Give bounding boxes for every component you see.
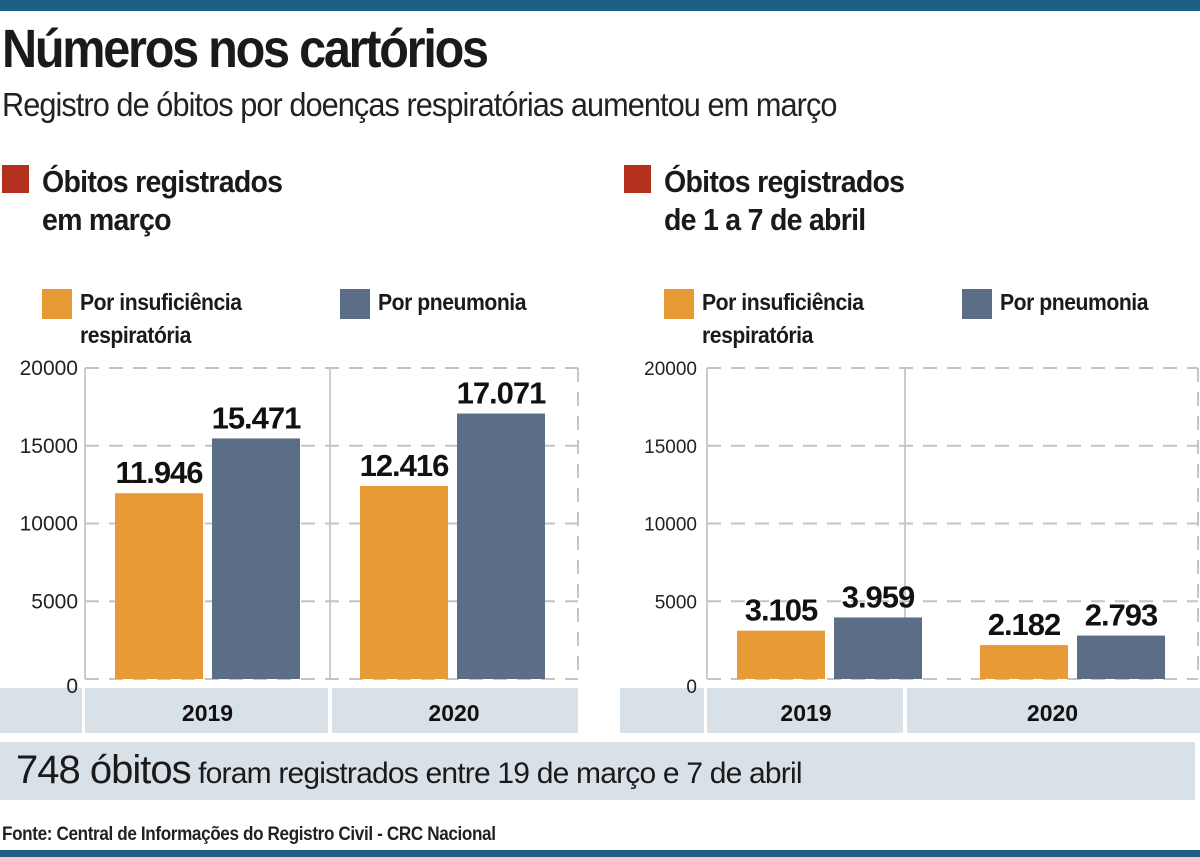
bar-insuficiencia-2019: [737, 630, 825, 679]
data-label: 2.793: [1085, 598, 1158, 633]
y-tick-label: 15000: [20, 435, 78, 458]
x-axis-band: [707, 688, 903, 733]
y-tick-label: 10000: [20, 513, 78, 536]
data-label: 15.471: [212, 400, 302, 435]
legend-label-insuficiencia: Por insuficiência respiratória: [80, 286, 242, 352]
x-tick-label: 2020: [1027, 700, 1078, 726]
source-note: Fonte: Central de Informações do Registr…: [2, 824, 496, 845]
bar-pneumonia-2019: [212, 438, 300, 679]
y-tick-label: 0: [686, 677, 697, 698]
footer-note: 748 óbitos foram registrados entre 19 de…: [16, 748, 803, 793]
data-label: 17.071: [457, 376, 547, 411]
bar-pneumonia-2020: [457, 413, 545, 679]
chart-title-line2: de 1 a 7 de abril: [664, 202, 866, 237]
y-tick-label: 5000: [31, 590, 78, 613]
data-label: 2.182: [988, 607, 1061, 642]
y-tick-label: 15000: [644, 437, 697, 458]
legend-label-insuficiencia: Por insuficiência respiratória: [702, 286, 864, 352]
legend-line2: respiratória: [80, 322, 191, 348]
data-label: 3.959: [842, 579, 915, 614]
y-tick-label: 0: [66, 675, 78, 698]
top-accent-bar: [0, 0, 1200, 11]
section-marker-icon: [2, 165, 29, 193]
legend-swatch-pneumonia: [962, 289, 992, 319]
legend-swatch-pneumonia: [340, 289, 370, 319]
bar-insuficiencia-2020: [360, 485, 448, 679]
bar-pneumonia-2019: [834, 617, 922, 679]
y-tick-label: 5000: [655, 592, 697, 613]
x-axis-band: [332, 688, 578, 733]
legend-swatch-insuficiencia: [42, 289, 72, 319]
footer-highlight: 748 óbitos: [16, 748, 192, 792]
y-tick-label: 10000: [644, 515, 697, 536]
footer-text: foram registrados entre 19 de março e 7 …: [190, 757, 802, 790]
chart-april: 0 5000 10000 15000 20000 3.105 3.959 2019 2.182 2…: [620, 359, 1200, 733]
chart-title-march: Óbitos registrados em março: [42, 163, 283, 239]
y-tick-label: 20000: [644, 359, 697, 380]
data-label: 3.105: [745, 593, 818, 628]
page-title: Números nos cartórios: [2, 19, 489, 79]
x-tick-label: 2020: [428, 700, 479, 726]
x-tick-label: 2019: [780, 700, 831, 726]
section-marker-icon: [624, 165, 651, 193]
x-axis-band-blank: [0, 688, 82, 733]
legend-swatch-insuficiencia: [664, 289, 694, 319]
bottom-accent-bar: [0, 850, 1200, 857]
chart-title-line1: Óbitos registrados: [664, 164, 905, 199]
bar-insuficiencia-2019: [115, 493, 203, 679]
chart-title-line1: Óbitos registrados: [42, 164, 283, 199]
bar-pneumonia-2020: [1077, 635, 1165, 679]
x-tick-label: 2019: [182, 700, 233, 726]
page-subtitle: Registro de óbitos por doenças respirató…: [2, 86, 837, 123]
footer-band: [0, 742, 1195, 800]
data-label: 11.946: [115, 455, 203, 490]
legend-line1: Por insuficiência: [702, 289, 864, 315]
bar-insuficiencia-2020: [980, 645, 1068, 679]
chart-title-line2: em março: [42, 202, 172, 237]
data-label: 12.416: [360, 448, 450, 483]
x-axis-band: [85, 688, 328, 733]
chart-title-april: Óbitos registrados de 1 a 7 de abril: [664, 163, 905, 239]
chart-march: 0 5000 10000 15000 20000 11.946 15.471 2019 12.4…: [0, 357, 579, 733]
legend-label-pneumonia: Por pneumonia: [378, 289, 527, 315]
legend-line1: Por insuficiência: [80, 289, 242, 315]
legend-line2: respiratória: [702, 322, 813, 348]
x-axis-band: [907, 688, 1200, 733]
y-tick-label: 20000: [20, 357, 78, 380]
x-axis-band-blank: [620, 688, 704, 733]
legend-label-pneumonia: Por pneumonia: [1000, 289, 1149, 315]
